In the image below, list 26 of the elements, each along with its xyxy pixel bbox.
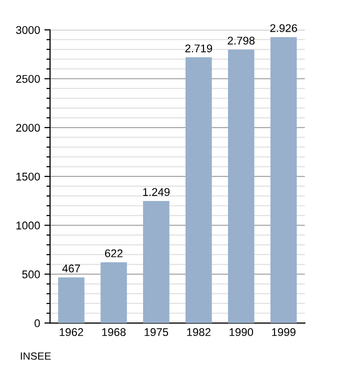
x-tick-label: 1999 bbox=[272, 328, 296, 336]
x-tick-label: 1982 bbox=[187, 328, 210, 336]
bar bbox=[228, 50, 254, 324]
text: INSEE bbox=[20, 352, 51, 360]
y-tick-label: 3000 bbox=[16, 26, 40, 34]
x-tick-label: 1968 bbox=[102, 328, 126, 336]
y-tick-label: 0 bbox=[34, 319, 40, 328]
data-label: 2.926 bbox=[270, 24, 298, 32]
x-tick-label: 1962 bbox=[60, 328, 84, 336]
data-label: 622 bbox=[105, 249, 122, 258]
bar bbox=[186, 57, 212, 324]
x-tick-label: 1975 bbox=[144, 328, 168, 336]
y-tick-label: 2500 bbox=[16, 74, 40, 83]
x-tick-label: 1990 bbox=[230, 328, 254, 336]
y-tick-label: 500 bbox=[22, 270, 40, 278]
data-label: 2.798 bbox=[228, 36, 255, 45]
bar bbox=[270, 37, 297, 324]
y-tick-label: 1000 bbox=[16, 222, 40, 230]
bar bbox=[100, 262, 127, 324]
data-label: 467 bbox=[62, 264, 80, 272]
y-tick-label: 2000 bbox=[16, 124, 40, 132]
bar bbox=[58, 277, 84, 324]
data-label: 1.249 bbox=[143, 188, 170, 196]
y-tick-label: 1500 bbox=[16, 172, 40, 181]
data-label: 2.719 bbox=[185, 44, 212, 52]
bar bbox=[143, 200, 170, 324]
